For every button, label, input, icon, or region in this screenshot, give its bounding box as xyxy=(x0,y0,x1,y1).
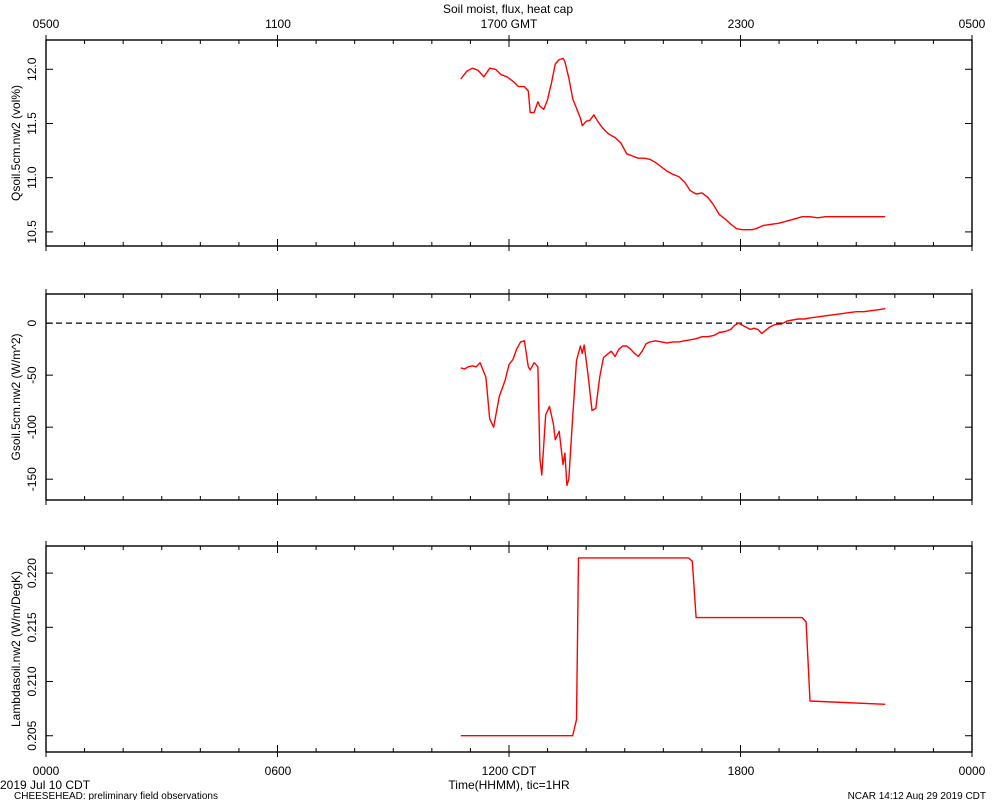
top-tick-label: 1700 GMT xyxy=(481,17,538,31)
y-tick-label: -50 xyxy=(25,366,39,384)
bottom-tick-label: 0000 xyxy=(959,764,986,778)
y-axis-label: Qsoil.5cm.nw2 (vol%) xyxy=(9,85,23,201)
y-tick-label: 11.5 xyxy=(25,112,39,135)
y-axis-label: Gsoil.5cm.nw2 (W/m^2) xyxy=(9,334,23,461)
date-label: 2019 Jul 10 CDT xyxy=(0,778,91,792)
y-tick-label: 0.220 xyxy=(25,558,39,588)
y-tick-label: 0.215 xyxy=(25,612,39,642)
y-tick-label: 0 xyxy=(25,319,39,326)
data-series-line xyxy=(460,57,886,231)
top-time-axis: 0500 1100 1700 GMT 2300 0500 xyxy=(33,17,986,31)
y-axis-label: Lambdasoil.nw2 (W/m/DegK) xyxy=(9,571,23,727)
top-tick-label: 2300 xyxy=(728,17,755,31)
y-tick-label: -150 xyxy=(25,467,39,491)
top-tick-label: 1100 xyxy=(265,17,291,31)
data-series-line xyxy=(460,307,886,487)
bottom-tick-label: 0600 xyxy=(265,764,292,778)
bottom-tick-label: 0000 xyxy=(33,764,60,778)
bottom-time-axis: 0000 0600 1200 CDT 1800 0000 Time(HHMM),… xyxy=(33,764,986,792)
footer-right: NCAR 14:12 Aug 29 2019 CDT xyxy=(848,791,986,800)
top-tick-label: 0500 xyxy=(959,17,986,31)
bottom-tick-label: 1800 xyxy=(728,764,755,778)
y-tick-label: 11.0 xyxy=(25,166,39,189)
data-series-line xyxy=(460,557,886,737)
y-tick-label: -100 xyxy=(25,415,39,439)
chart-title: Soil moist, flux, heat cap xyxy=(443,2,573,16)
x-axis-label: Time(HHMM), tic=1HR xyxy=(448,778,570,792)
bottom-tick-label: 1200 CDT xyxy=(482,764,537,778)
plot-frame xyxy=(45,39,973,247)
y-tick-label: 10.5 xyxy=(25,220,39,244)
plot-frame xyxy=(45,293,973,501)
plot-frame xyxy=(45,545,973,753)
y-tick-label: 0.210 xyxy=(25,666,39,696)
y-tick-label: 12.0 xyxy=(25,57,39,81)
y-tick-label: 0.205 xyxy=(25,720,39,750)
top-tick-label: 0500 xyxy=(33,17,60,31)
chart-panel-2: -150 -100 -50 0 Gsoil.5cm.nw2 (W/m^2) xyxy=(9,289,973,505)
footer-left: CHEESEHEAD: preliminary field observatio… xyxy=(14,791,218,800)
